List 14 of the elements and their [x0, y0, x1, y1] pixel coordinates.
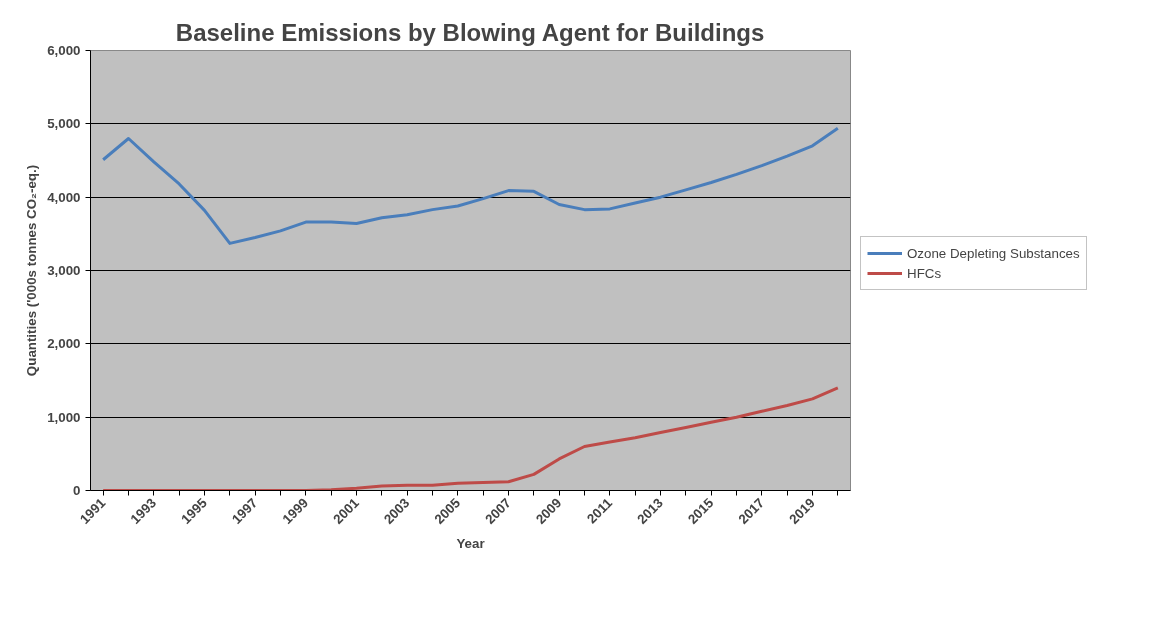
y-tick-label: 6,000: [47, 43, 81, 58]
line-series: [101, 386, 840, 491]
x-axis-title: Year: [456, 535, 485, 551]
y-tick-label: 3,000: [47, 263, 81, 278]
y-tick-label: 1,000: [47, 409, 81, 425]
y-tick-label: 2,000: [47, 336, 81, 352]
y-tick-label: 5,000: [47, 116, 81, 132]
legend-label: HFCs: [907, 265, 942, 281]
y-tick-label: 0: [73, 483, 81, 498]
chart-title: Baseline Emissions by Blowing Agent for Buildings: [175, 18, 765, 46]
line-series: [101, 126, 840, 245]
y-axis-title: Quantities ('000s tonnes CO₂-eq.): [24, 164, 40, 377]
y-tick-label: 4,000: [47, 189, 81, 205]
legend-label: Ozone Depleting Substances: [907, 245, 1080, 261]
